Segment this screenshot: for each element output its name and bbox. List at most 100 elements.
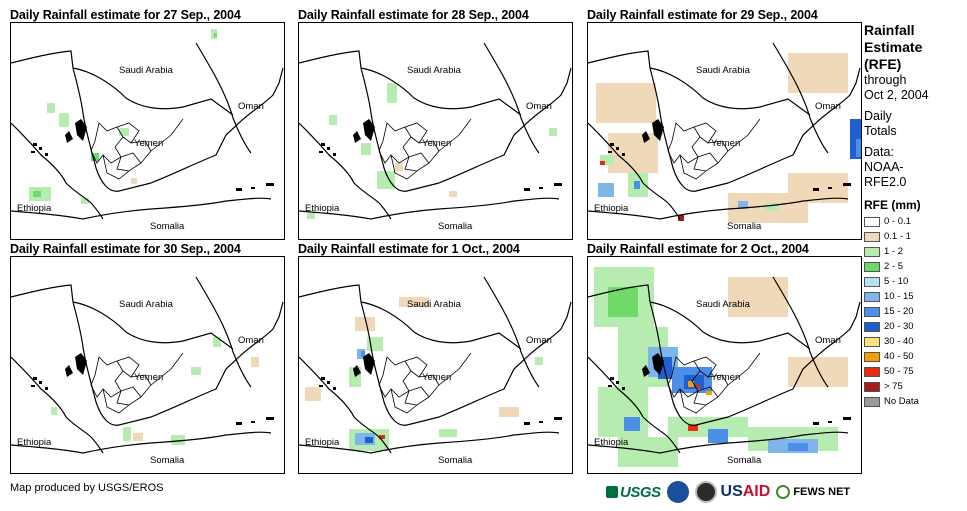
legend-swatch bbox=[864, 246, 880, 257]
rain-area bbox=[305, 387, 321, 401]
rain-area bbox=[251, 357, 259, 367]
legend-swatch bbox=[864, 336, 880, 347]
legend-label: 15 - 20 bbox=[884, 306, 914, 317]
rain-area bbox=[133, 433, 143, 441]
rain-area bbox=[439, 429, 457, 437]
rain-area bbox=[624, 417, 640, 431]
rain-area bbox=[377, 171, 395, 189]
map-canvas bbox=[588, 267, 861, 467]
usaid-logo-aid: AID bbox=[742, 483, 771, 500]
rain-area bbox=[788, 357, 848, 387]
fews-net-logo-text: FEWS NET bbox=[793, 486, 851, 498]
map-label-somalia: Somalia bbox=[438, 221, 473, 232]
legend-label: 0 - 0.1 bbox=[884, 216, 911, 227]
logo-strip: USGS USAID FEWS NET bbox=[606, 480, 850, 504]
map-label-somalia: Somalia bbox=[727, 455, 762, 466]
legend-item: 20 - 30 bbox=[864, 319, 964, 334]
legend-title-line-3: (RFE) bbox=[864, 56, 902, 72]
legend-item: 2 - 5 bbox=[864, 259, 964, 274]
usgs-wave-icon bbox=[606, 485, 618, 498]
map-label-yemen: Yemen bbox=[134, 138, 164, 149]
legend-item: No Data bbox=[864, 394, 964, 409]
rain-area bbox=[535, 357, 543, 365]
rain-area bbox=[379, 435, 385, 439]
rain-area bbox=[123, 427, 131, 441]
panel-title: Daily Rainfall estimate for 30 Sep., 200… bbox=[10, 242, 241, 256]
map-label-saudi: Saudi Arabia bbox=[119, 299, 173, 310]
legend-swatch bbox=[864, 261, 880, 272]
map-label-oman: Oman bbox=[815, 335, 841, 346]
rain-area bbox=[600, 155, 614, 165]
panel-title: Daily Rainfall estimate for 2 Oct., 2004 bbox=[587, 242, 809, 256]
rain-area bbox=[91, 153, 99, 161]
rain-area bbox=[361, 351, 365, 357]
rain-area bbox=[499, 407, 519, 417]
map-label-ethiopia: Ethiopia bbox=[305, 203, 340, 214]
legend-item: 40 - 50 bbox=[864, 349, 964, 364]
rain-area bbox=[788, 53, 848, 93]
legend-item: 30 - 40 bbox=[864, 334, 964, 349]
legend-item: 15 - 20 bbox=[864, 304, 964, 319]
rain-area bbox=[395, 163, 403, 171]
legend-swatch bbox=[864, 231, 880, 242]
map-label-oman: Oman bbox=[526, 101, 552, 112]
rainfall-map-panel: Daily Rainfall estimate for 1 Oct., 2004… bbox=[298, 242, 574, 475]
map-label-ethiopia: Ethiopia bbox=[17, 437, 52, 448]
rain-area bbox=[856, 139, 861, 157]
rainfall-map: Saudi Arabia Oman Yemen Ethiopia Somalia bbox=[587, 22, 862, 240]
rain-area bbox=[365, 437, 373, 443]
usgs-logo-text: USGS bbox=[620, 483, 661, 501]
rain-area bbox=[355, 317, 375, 331]
rainfall-map: Saudi Arabia Oman Yemen Ethiopia Somalia bbox=[10, 256, 285, 474]
map-label-somalia: Somalia bbox=[150, 221, 185, 232]
map-label-ethiopia: Ethiopia bbox=[305, 437, 340, 448]
map-label-yemen: Yemen bbox=[711, 372, 741, 383]
rain-area bbox=[33, 191, 41, 197]
rainfall-map: Saudi Arabia Oman Yemen Ethiopia Somalia bbox=[10, 22, 285, 240]
map-label-somalia: Somalia bbox=[727, 221, 762, 232]
rain-area bbox=[706, 391, 712, 395]
rain-area bbox=[598, 183, 614, 197]
map-label-ethiopia: Ethiopia bbox=[17, 203, 52, 214]
rain-area bbox=[191, 367, 201, 375]
rain-area bbox=[738, 201, 748, 209]
map-label-oman: Oman bbox=[526, 335, 552, 346]
legend-data-source-2: RFE2.0 bbox=[864, 175, 907, 189]
legend-totals: Totals bbox=[864, 124, 897, 138]
legend-data-source-1: NOAA- bbox=[864, 160, 904, 174]
legend-daily: Daily bbox=[864, 109, 892, 123]
legend-item: 5 - 10 bbox=[864, 274, 964, 289]
rainfall-map-panel: Daily Rainfall estimate for 27 Sep., 200… bbox=[10, 8, 286, 241]
map-label-yemen: Yemen bbox=[422, 138, 452, 149]
rain-area bbox=[449, 191, 457, 197]
rain-area bbox=[171, 435, 185, 445]
rain-area bbox=[600, 161, 605, 165]
map-label-saudi: Saudi Arabia bbox=[696, 299, 750, 310]
panel-title: Daily Rainfall estimate for 28 Sep., 200… bbox=[298, 8, 529, 22]
legend-swatch bbox=[864, 396, 880, 407]
legend: Rainfall Estimate (RFE) through Oct 2, 2… bbox=[864, 22, 964, 409]
legend-rfe-heading: RFE (mm) bbox=[864, 198, 921, 212]
map-label-ethiopia: Ethiopia bbox=[594, 203, 629, 214]
legend-swatch bbox=[864, 351, 880, 362]
rain-area bbox=[728, 277, 788, 317]
map-canvas bbox=[299, 42, 572, 220]
rain-area bbox=[688, 381, 694, 387]
rain-area bbox=[618, 437, 678, 467]
panel-title: Daily Rainfall estimate for 27 Sep., 200… bbox=[10, 8, 241, 22]
rain-area bbox=[850, 119, 861, 159]
noaa-logo-icon bbox=[666, 481, 689, 503]
rain-area bbox=[59, 113, 69, 127]
map-label-oman: Oman bbox=[238, 335, 264, 346]
legend-label: 50 - 75 bbox=[884, 366, 914, 377]
legend-label: 10 - 15 bbox=[884, 291, 914, 302]
map-label-saudi: Saudi Arabia bbox=[407, 65, 461, 76]
rain-area bbox=[213, 337, 221, 347]
legend-label: 0.1 - 1 bbox=[884, 231, 911, 242]
nasa-seal-icon bbox=[694, 481, 717, 503]
map-label-somalia: Somalia bbox=[438, 455, 473, 466]
map-label-yemen: Yemen bbox=[422, 372, 452, 383]
usgs-logo: USGS bbox=[606, 484, 661, 501]
legend-label: 1 - 2 bbox=[884, 246, 904, 257]
rainfall-map: Saudi Arabia Oman Yemen Ethiopia Somalia bbox=[298, 22, 573, 240]
